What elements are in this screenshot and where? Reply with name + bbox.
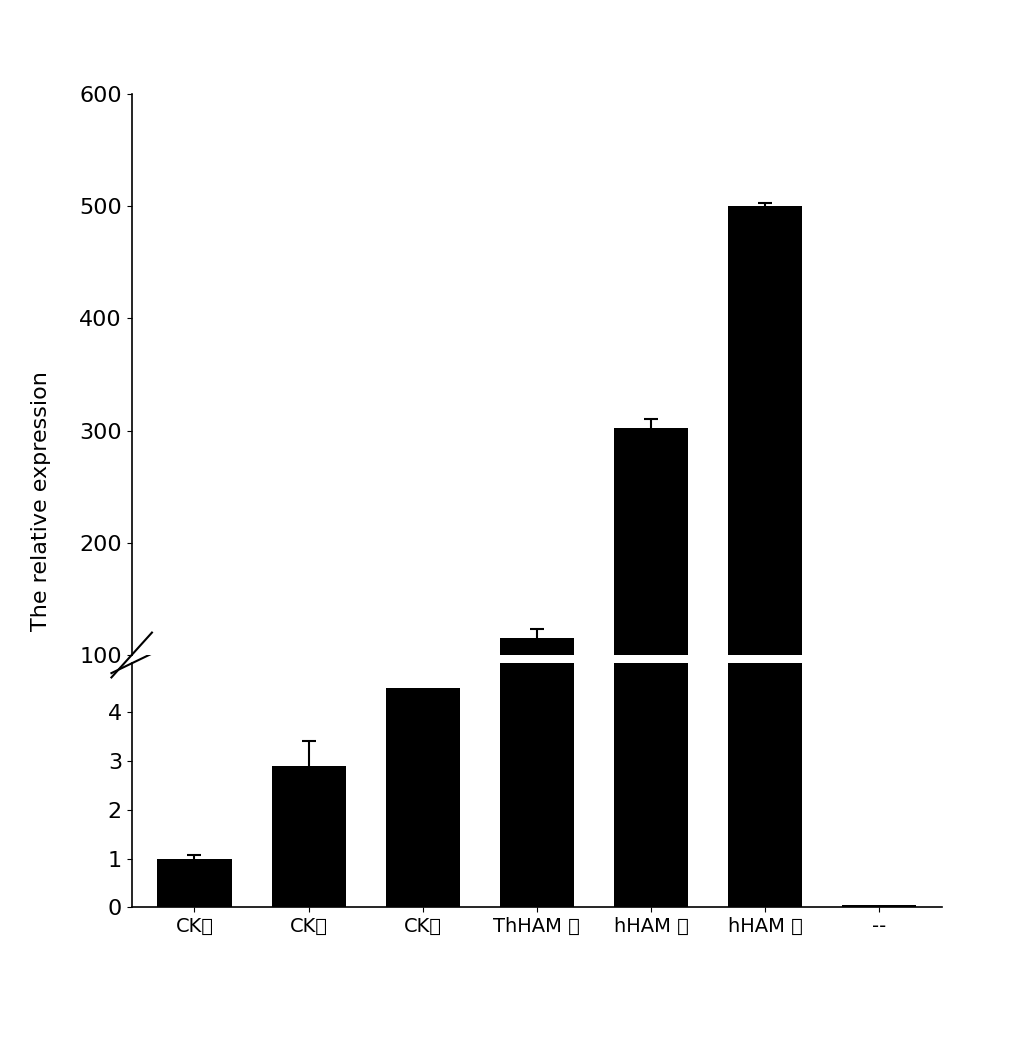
Bar bbox=[728, 0, 802, 907]
Bar bbox=[386, 687, 460, 907]
Bar bbox=[614, 429, 688, 768]
Bar bbox=[271, 763, 345, 768]
Bar bbox=[499, 0, 574, 907]
Bar bbox=[157, 858, 232, 907]
Bar bbox=[499, 638, 574, 768]
Bar bbox=[386, 762, 460, 768]
Bar bbox=[271, 766, 345, 907]
Bar bbox=[842, 905, 917, 907]
Bar bbox=[157, 767, 232, 768]
Bar bbox=[614, 0, 688, 907]
Bar bbox=[728, 207, 802, 768]
Text: The relative expression: The relative expression bbox=[30, 370, 51, 631]
